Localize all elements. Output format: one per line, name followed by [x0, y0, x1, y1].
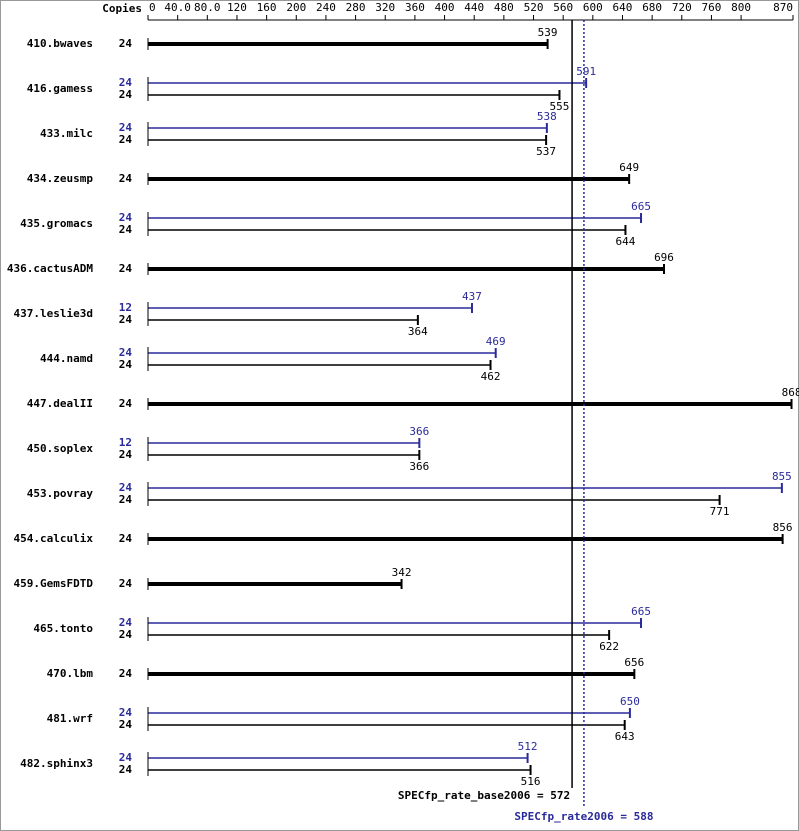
copies-label: 12	[119, 436, 132, 449]
copies-header: Copies	[102, 2, 142, 15]
benchmark-name: 436.cactusADM	[7, 262, 93, 275]
value-label: 856	[773, 521, 793, 534]
x-tick-label: 440	[464, 1, 484, 14]
copies-label: 12	[119, 301, 132, 314]
value-label: 538	[537, 110, 557, 123]
value-label: 516	[521, 775, 541, 788]
value-label: 462	[481, 370, 501, 383]
copies-label: 24	[119, 211, 133, 224]
benchmark-name: 434.zeusmp	[27, 172, 94, 185]
copies-label: 24	[119, 358, 133, 371]
value-label: 364	[408, 325, 428, 338]
value-label: 771	[710, 505, 730, 518]
copies-label: 24	[119, 706, 133, 719]
copies-label: 24	[119, 448, 133, 461]
benchmark-name: 465.tonto	[33, 622, 93, 635]
copies-label: 24	[119, 262, 133, 275]
value-label: 437	[462, 290, 482, 303]
copies-label: 24	[119, 481, 133, 494]
copies-label: 24	[119, 532, 133, 545]
value-label: 342	[392, 566, 412, 579]
benchmark-name: 470.lbm	[47, 667, 94, 680]
value-label: 650	[620, 695, 640, 708]
value-label: 665	[631, 605, 651, 618]
value-label: 555	[550, 100, 570, 113]
benchmark-name: 433.milc	[40, 127, 93, 140]
x-tick-label: 40.0	[164, 1, 191, 14]
x-tick-label: 120	[227, 1, 247, 14]
copies-label: 24	[119, 346, 133, 359]
copies-label: 24	[119, 76, 133, 89]
value-label: 644	[616, 235, 636, 248]
copies-label: 24	[119, 628, 133, 641]
value-label: 591	[576, 65, 596, 78]
copies-label: 24	[119, 133, 133, 146]
x-tick-label: 680	[642, 1, 662, 14]
benchmark-name: 447.dealII	[27, 397, 93, 410]
copies-label: 24	[119, 223, 133, 236]
benchmark-name: 459.GemsFDTD	[14, 577, 94, 590]
value-label: 622	[599, 640, 619, 653]
x-tick-label: 160	[257, 1, 277, 14]
x-tick-label: 360	[405, 1, 425, 14]
copies-label: 24	[119, 763, 133, 776]
value-label: 643	[615, 730, 635, 743]
benchmark-name: 453.povray	[27, 487, 94, 500]
benchmark-name: 450.soplex	[27, 442, 94, 455]
value-label: 512	[518, 740, 538, 753]
x-tick-label: 760	[702, 1, 722, 14]
value-label: 649	[619, 161, 639, 174]
value-label: 537	[536, 145, 556, 158]
value-label: 366	[409, 425, 429, 438]
value-label: 469	[486, 335, 506, 348]
value-label: 665	[631, 200, 651, 213]
copies-label: 24	[119, 121, 133, 134]
x-tick-label: 870	[773, 1, 793, 14]
value-label: 366	[409, 460, 429, 473]
x-tick-label: 520	[524, 1, 544, 14]
base-summary-label: SPECfp_rate_base2006 = 572	[398, 789, 570, 802]
benchmark-name: 410.bwaves	[27, 37, 93, 50]
x-tick-label: 200	[286, 1, 306, 14]
x-tick-label: 0	[149, 1, 156, 14]
copies-label: 24	[119, 313, 133, 326]
copies-label: 24	[119, 718, 133, 731]
x-tick-label: 320	[375, 1, 395, 14]
x-tick-label: 80.0	[194, 1, 221, 14]
value-label: 539	[538, 26, 558, 39]
x-tick-label: 720	[672, 1, 692, 14]
copies-label: 24	[119, 493, 133, 506]
peak-summary-label: SPECfp_rate2006 = 588	[514, 810, 653, 823]
x-tick-label: 640	[613, 1, 633, 14]
copies-label: 24	[119, 397, 133, 410]
benchmark-name: 444.namd	[40, 352, 93, 365]
x-tick-label: 280	[346, 1, 366, 14]
x-tick-label: 560	[553, 1, 573, 14]
copies-label: 24	[119, 616, 133, 629]
x-tick-label: 400	[435, 1, 455, 14]
benchmark-name: 435.gromacs	[20, 217, 93, 230]
value-label: 696	[654, 251, 674, 264]
value-label: 868	[782, 386, 799, 399]
x-tick-label: 240	[316, 1, 336, 14]
x-tick-label: 600	[583, 1, 603, 14]
copies-label: 24	[119, 577, 133, 590]
copies-label: 24	[119, 172, 133, 185]
benchmark-name: 437.leslie3d	[14, 307, 93, 320]
x-tick-label: 800	[731, 1, 751, 14]
x-tick-label: 480	[494, 1, 514, 14]
copies-label: 24	[119, 667, 133, 680]
benchmark-name: 454.calculix	[14, 532, 94, 545]
value-label: 855	[772, 470, 792, 483]
copies-label: 24	[119, 88, 133, 101]
copies-label: 24	[119, 37, 133, 50]
value-label: 656	[624, 656, 644, 669]
benchmark-name: 481.wrf	[47, 712, 93, 725]
benchmark-name: 482.sphinx3	[20, 757, 93, 770]
copies-label: 24	[119, 751, 133, 764]
benchmark-name: 416.gamess	[27, 82, 93, 95]
